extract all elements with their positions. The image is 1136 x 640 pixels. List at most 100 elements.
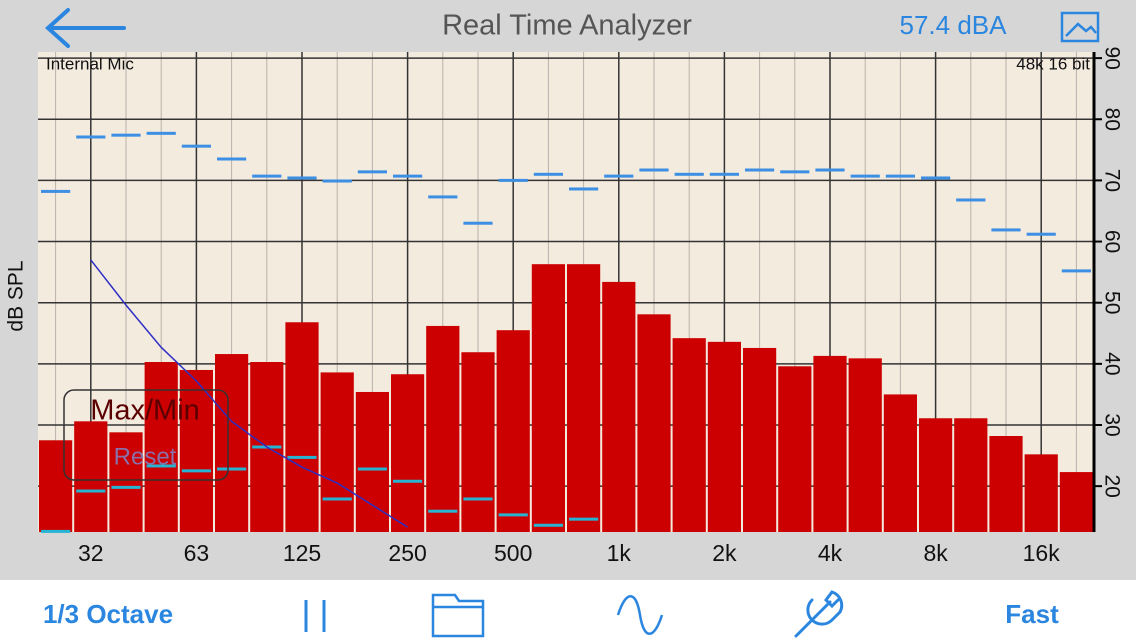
max-marker [1026,232,1056,236]
bar [215,354,249,532]
max-marker [850,174,880,178]
bar [496,330,530,532]
bar [989,436,1023,532]
max-marker [146,131,176,135]
min-marker [76,489,106,493]
format-label: 48k 16 bit [1016,54,1090,73]
bar [355,391,389,532]
min-marker [357,467,387,471]
resolution-button[interactable]: 1/3 Octave [43,599,173,629]
min-marker [111,485,141,489]
y-tick-label: 40 [1100,352,1123,375]
bar [179,369,213,532]
max-marker [428,195,458,199]
bar [426,325,460,532]
folder-button[interactable] [431,593,485,638]
x-tick-label: 250 [388,540,426,566]
x-tick-label: 2k [712,540,737,566]
bar [637,314,671,532]
min-marker [498,513,528,517]
max-marker [533,172,563,176]
x-tick-label: 4k [818,540,843,566]
max-marker [41,189,71,193]
plot-area [38,52,1094,532]
weighting-curve [90,259,408,528]
settings-button[interactable] [794,590,844,638]
image-button[interactable] [1060,11,1100,43]
generator-button[interactable] [616,595,664,635]
max-marker [956,198,986,202]
y-tick-label: 60 [1100,230,1123,253]
max-marker [498,178,528,182]
min-marker [146,464,176,468]
x-tick-label: 8k [923,540,948,566]
title: Real Time Analyzer [442,10,692,42]
x-tick-label: 125 [283,540,321,566]
bar [1059,472,1093,532]
max-marker [76,135,106,139]
max-marker [322,179,352,183]
min-marker [181,469,211,473]
y-axis-title: dB SPL [5,260,28,331]
y-tick-label: 70 [1100,169,1123,192]
max-marker [674,172,704,176]
bar [778,366,812,532]
max-marker [217,157,247,161]
x-tick-label: 500 [494,540,532,566]
bar [285,322,319,532]
max-marker [921,176,951,180]
marks [39,131,1093,533]
max-marker [709,172,739,176]
bar [1024,454,1058,532]
max-marker [181,144,211,148]
max-marker [745,168,775,172]
bar [672,338,706,532]
level-readout: 57.4 dBA [900,10,1008,40]
bar [707,341,741,532]
bar [531,264,565,532]
bar [391,374,425,532]
max-marker [287,176,317,180]
reset-label[interactable]: Reset [114,443,177,470]
bar [919,418,953,532]
min-marker [463,497,493,501]
speed-button[interactable]: Fast [1005,599,1059,629]
bar [39,440,73,532]
max-min-button[interactable] [63,389,229,481]
y-tick-label: 50 [1100,291,1123,314]
input-label: Internal Mic [46,54,134,73]
bar [320,372,354,532]
max-marker [1061,269,1091,273]
x-tick-label: 1k [607,540,632,566]
min-marker [322,497,352,501]
bar [848,358,882,532]
max-marker [252,174,282,178]
min-marker [569,517,599,521]
max-min-label: Max/Min [90,395,200,427]
bar [461,352,495,532]
x-tick-label: 16k [1023,540,1061,566]
max-marker [463,221,493,225]
min-marker [393,479,423,483]
min-marker [533,523,563,527]
x-tick-label: 63 [184,540,210,566]
min-marker [217,467,247,471]
max-marker [815,168,845,172]
bar [567,264,601,532]
x-tick-label: 32 [78,540,104,566]
bar [602,281,636,532]
max-marker [111,133,141,137]
max-marker [780,170,810,174]
y-tick-label: 90 [1100,46,1123,69]
min-marker [41,529,71,533]
back-button[interactable] [45,8,126,48]
bar [109,432,143,532]
max-marker [991,228,1021,232]
bar [813,355,847,532]
bar [74,421,108,532]
max-marker [393,174,423,178]
pause-button[interactable] [304,600,326,632]
bar [883,394,917,532]
